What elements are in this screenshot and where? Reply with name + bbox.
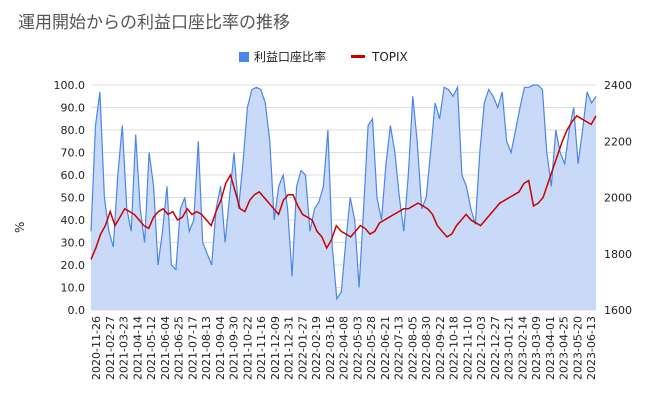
- x-tick-label: 2020-11-26: [90, 316, 103, 380]
- x-tick-label: 2022-08-30: [420, 316, 433, 380]
- y-tick-label: 60.0: [61, 169, 86, 182]
- y-tick-label: 80.0: [61, 124, 86, 137]
- x-tick-label: 2022-05-28: [365, 316, 378, 380]
- x-tick-label: 2023-02-14: [516, 316, 529, 380]
- x-tick-label: 2022-04-08: [338, 316, 351, 380]
- x-tick-label: 2022-08-05: [406, 316, 419, 380]
- x-tick-label: 2021-12-09: [269, 316, 282, 380]
- legend-label-area: 利益口座比率: [254, 49, 326, 64]
- y-tick-label: 70.0: [61, 147, 86, 160]
- legend: 利益口座比率 TOPIX: [239, 49, 408, 64]
- x-tick-label: 2021-05-12: [145, 316, 158, 380]
- line-series: [90, 114, 597, 260]
- x-tick-label: 2021-06-04: [159, 316, 172, 380]
- x-tick-label: 2021-04-14: [131, 316, 144, 380]
- x-tick-label: 2021-11-16: [255, 316, 268, 380]
- chart-title: 運用開始からの利益口座比率の推移: [18, 13, 290, 33]
- x-tick-label: 2022-11-10: [461, 316, 474, 380]
- x-tick-label: 2023-01-21: [503, 316, 516, 380]
- x-tick-label: 2023-06-13: [585, 316, 598, 380]
- x-tick-label: 2021-12-31: [283, 316, 296, 380]
- legend-swatch-line: [351, 55, 365, 58]
- x-tick-label: 2023-04-01: [544, 316, 557, 380]
- x-tick-label: 2022-07-13: [393, 316, 406, 380]
- y-tick-label: 20.0: [61, 259, 86, 272]
- x-tick-label: 2023-05-20: [571, 316, 584, 380]
- x-tick-label: 2021-06-25: [173, 316, 186, 380]
- y2-tick-label: 1800: [604, 248, 632, 261]
- y2-tick-label: 1600: [604, 304, 632, 317]
- right-axis: 1600 1800 2000 2200 2400: [604, 79, 632, 317]
- y2-tick-label: 2200: [604, 135, 632, 148]
- x-tick-label: 2021-03-23: [118, 316, 131, 380]
- x-tick-label: 2023-04-25: [558, 316, 571, 380]
- legend-swatch-area: [239, 52, 249, 62]
- left-axis: 0.0 10.0 20.0 30.0 40.0 50.0 60.0 70.0 80.0 90.0 1…: [54, 79, 86, 317]
- y2-tick-label: 2400: [604, 79, 632, 92]
- x-tick-label: 2021-07-17: [186, 316, 199, 380]
- x-tick-label: 2021-09-04: [214, 316, 227, 380]
- y2-tick-label: 2000: [604, 192, 632, 205]
- area-line: [90, 84, 597, 301]
- x-tick-label: 2022-03-16: [324, 316, 337, 380]
- y-tick-label: 90.0: [61, 102, 86, 115]
- x-tick-label: 2022-09-22: [434, 316, 447, 380]
- x-axis: 2020-11-26 2021-02-27 2021-03-23 2021-04-14…: [90, 316, 598, 380]
- x-tick-label: 2021-10-22: [241, 316, 254, 380]
- y-tick-label: 100.0: [54, 79, 86, 92]
- x-tick-label: 2022-12-27: [489, 316, 502, 380]
- y-tick-label: 30.0: [61, 237, 86, 250]
- y-tick-label: 40.0: [61, 214, 86, 227]
- y-axis-label: %: [13, 222, 27, 233]
- x-tick-label: 2022-05-03: [351, 316, 364, 380]
- y-tick-label: 10.0: [61, 282, 86, 295]
- area-fill: [91, 85, 596, 310]
- x-tick-label: 2022-10-18: [448, 316, 461, 380]
- x-tick-label: 2022-01-27: [296, 316, 309, 380]
- x-tick-label: 2021-02-27: [104, 316, 117, 380]
- x-tick-label: 2021-09-30: [228, 316, 241, 380]
- area-series: [90, 84, 597, 310]
- x-tick-label: 2021-08-13: [200, 316, 213, 380]
- x-tick-label: 2023-03-09: [530, 316, 543, 380]
- topix-line: [90, 114, 597, 260]
- y-tick-label: 0.0: [68, 304, 86, 317]
- x-tick-label: 2022-12-03: [475, 316, 488, 380]
- legend-label-line: TOPIX: [371, 50, 408, 64]
- y-tick-label: 50.0: [61, 192, 86, 205]
- x-tick-label: 2022-02-19: [310, 316, 323, 380]
- x-tick-label: 2022-06-21: [379, 316, 392, 380]
